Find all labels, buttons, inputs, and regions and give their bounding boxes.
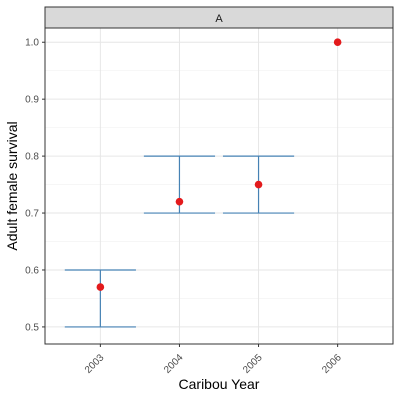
data-point bbox=[254, 180, 263, 189]
panel-border bbox=[44, 27, 394, 345]
y-tick-label: 0.5 bbox=[25, 322, 39, 333]
data-point bbox=[96, 283, 105, 291]
panel-background bbox=[45, 28, 393, 344]
y-tick-label: 0.7 bbox=[25, 209, 39, 220]
x-axis-title: Caribou Year bbox=[179, 376, 260, 392]
data-points bbox=[96, 38, 342, 291]
y-tick-label: 0.6 bbox=[25, 265, 39, 276]
y-axis-title: Adult female survival bbox=[4, 121, 20, 250]
data-point bbox=[175, 197, 184, 206]
y-tick-label: 1.0 bbox=[25, 38, 39, 49]
facet-label: A bbox=[215, 13, 223, 25]
y-tick-label: 0.9 bbox=[25, 95, 39, 106]
y-axis: 0.5 0.6 0.7 0.8 0.9 1.0 bbox=[25, 38, 45, 333]
minor-grid bbox=[45, 70, 393, 299]
error-bars bbox=[64, 155, 295, 328]
y-tick-label: 0.8 bbox=[25, 152, 39, 163]
data-point bbox=[333, 38, 342, 47]
